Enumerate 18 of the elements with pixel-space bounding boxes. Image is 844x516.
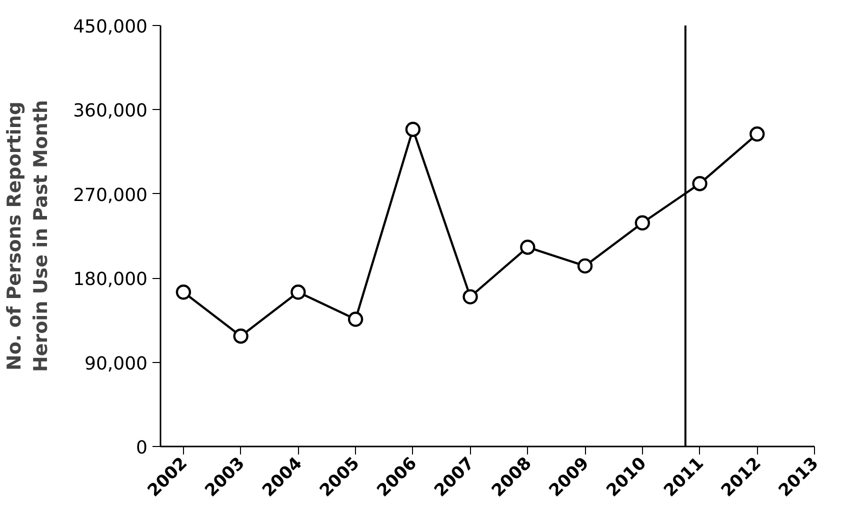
point — [462, 289, 478, 304]
point — [692, 176, 708, 192]
point — [290, 284, 306, 300]
y-tick-label: 180,000 — [73, 269, 148, 290]
y-tick-label: 90,000 — [84, 353, 148, 374]
point — [577, 258, 593, 274]
y-tick-label: 450,000 — [73, 16, 148, 38]
y-tick-label: 270,000 — [73, 184, 148, 206]
point — [348, 312, 364, 327]
point — [750, 126, 765, 142]
point — [405, 122, 421, 137]
point — [233, 328, 248, 344]
y-tick-label: 0 — [136, 438, 148, 458]
point — [634, 215, 650, 230]
point — [520, 240, 536, 255]
y-tick-label: 360,000 — [73, 100, 148, 122]
y-axis-title: No. of Persons Reporting Heroin Use in Past Month — [4, 100, 52, 372]
point — [176, 284, 192, 300]
